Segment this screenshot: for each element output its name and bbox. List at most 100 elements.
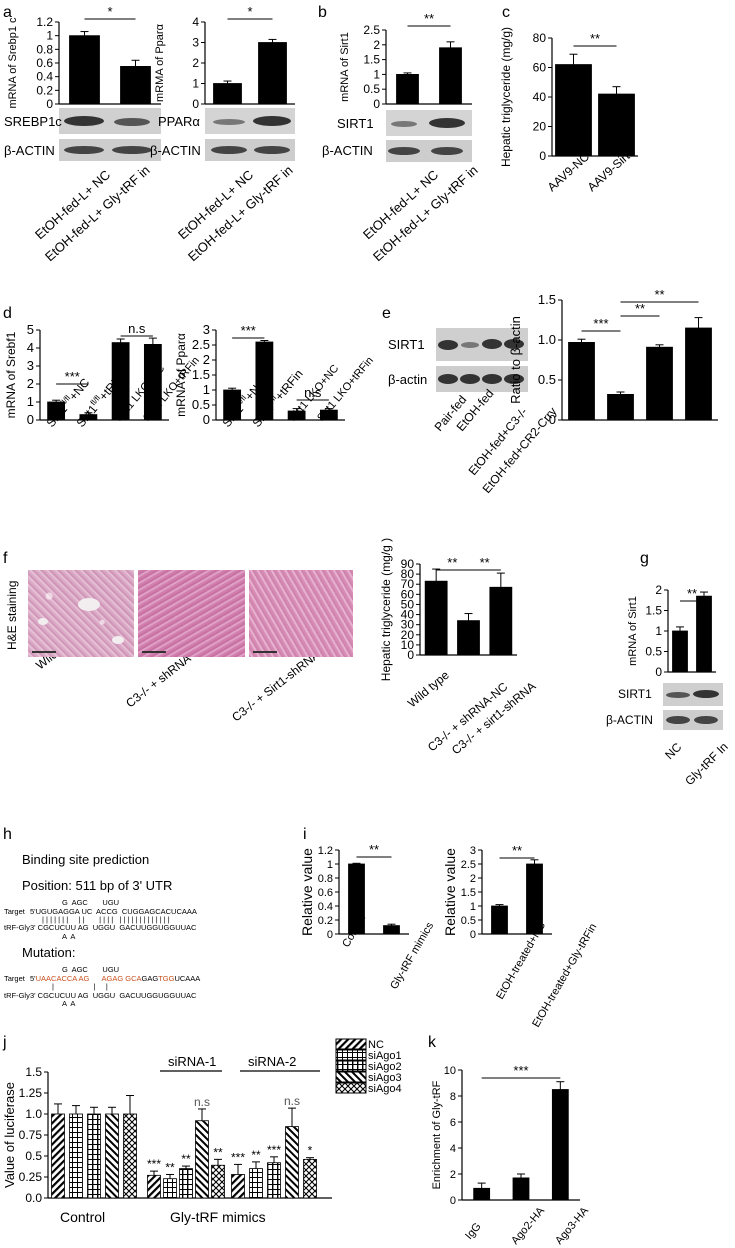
blot-band	[253, 116, 291, 126]
bar	[551, 1089, 569, 1201]
bar	[211, 1164, 225, 1199]
x-label: Ago2-HA	[509, 1205, 547, 1247]
trf-seq: 3' CGCUCUU AG UGGU GACUUGGUGGUUAC	[30, 991, 197, 1000]
y-tick-label: 1	[373, 67, 380, 81]
y-tick-label: 0.0	[25, 1191, 42, 1205]
bar	[555, 64, 592, 157]
y-tick-label: 1	[192, 77, 199, 91]
y-tick-label: 1	[46, 29, 53, 43]
y-tick-label: 2	[27, 376, 34, 391]
bar	[195, 1120, 209, 1199]
blot-band	[504, 374, 524, 384]
bar	[47, 401, 66, 421]
y-tick-label: 0	[539, 149, 546, 163]
bar	[598, 93, 635, 157]
y-tick-label: 40	[533, 90, 547, 104]
blot-band	[431, 147, 463, 155]
significance-label: **	[213, 1145, 223, 1159]
y-tick-label: 1	[27, 394, 34, 409]
y-axis-label: mRNA of Srebf1	[4, 331, 18, 418]
trf-label: tRF-Gly	[4, 991, 30, 1000]
blot-band	[64, 116, 104, 126]
blot-actin-a1	[59, 139, 161, 161]
x-label: NC	[662, 740, 684, 762]
loop-bottom: A A	[62, 999, 75, 1008]
trf-seq: 3' CGCUCUU AG UGGU GACUUGGUGGUUAC	[30, 923, 197, 932]
blot-band	[482, 339, 502, 349]
x-label: Wild type	[405, 668, 452, 711]
bar	[319, 409, 338, 421]
panel-letter-e: e	[382, 305, 391, 322]
x-label: Gly-tRF In	[682, 740, 731, 789]
bar	[607, 393, 634, 421]
y-tick-label: 1.0	[538, 332, 556, 347]
he-image-shrna-nc	[138, 570, 245, 657]
y-tick-label: 1	[327, 859, 333, 871]
binding-position: Position: 511 bp of 3' UTR	[22, 878, 172, 893]
blot-band	[254, 146, 290, 154]
y-tick-label: 0	[327, 929, 333, 941]
sequence-wild: G AGC UGU Target 5'UGUGAGGA UC ACCG CUGG…	[4, 898, 197, 941]
blot-band	[391, 121, 417, 127]
blot-band	[438, 340, 458, 350]
bar	[213, 83, 242, 105]
y-axis-label: Ratio to β-actin	[508, 316, 523, 404]
bar	[105, 1113, 119, 1199]
bar	[267, 1162, 281, 1199]
significance-label: *	[247, 4, 252, 19]
y-axis-label: Relative value	[299, 848, 315, 936]
y-tick-label: 1.5	[25, 1065, 42, 1079]
group-label-control: Control	[60, 1209, 105, 1225]
legend-swatch	[335, 1082, 367, 1094]
blot-band	[482, 374, 502, 384]
vessel-lumen	[38, 618, 48, 625]
scale-bar	[32, 651, 56, 653]
y-tick-label: 10	[444, 1065, 456, 1077]
y-tick-label: 1.5	[461, 887, 476, 899]
y-tick-label: 1.2	[318, 845, 333, 857]
loop-bottom: A A	[62, 932, 75, 941]
blot-band	[114, 118, 150, 126]
x-label: IgG	[463, 1221, 484, 1242]
y-tick-label: 60	[533, 61, 547, 75]
blot-actin-a2	[205, 139, 295, 161]
y-tick-label: 2	[450, 1169, 456, 1181]
blot-band	[666, 692, 690, 698]
y-tick-label: 1.2	[36, 15, 53, 29]
panel-letter-g: g	[640, 550, 649, 567]
bar	[348, 863, 365, 935]
blot-label-actin: β-ACTIN	[4, 143, 55, 158]
y-tick-label: 0	[192, 97, 199, 111]
blot-label-sirt1: SIRT1	[337, 116, 374, 131]
bar	[123, 1113, 137, 1199]
y-tick-label: 1.25	[19, 1086, 43, 1100]
y-tick-label: 2	[470, 873, 476, 885]
y-tick-label: 0.6	[318, 887, 333, 899]
group-label-sirna2: siRNA-2	[248, 1054, 296, 1069]
y-tick-label: 10	[401, 638, 415, 652]
significance-label: **	[181, 1152, 191, 1166]
significance-label: *	[107, 4, 112, 19]
y-tick-label: 3	[192, 36, 199, 50]
y-tick-label: 0	[27, 412, 34, 427]
y-tick-label: 0.75	[19, 1128, 43, 1142]
significance-label: **	[447, 555, 457, 570]
y-tick-label: 0.4	[36, 70, 53, 84]
bar	[439, 47, 462, 105]
bar	[223, 389, 242, 421]
y-tick-label: 6	[450, 1117, 456, 1129]
legend-label: siAgo4	[368, 1083, 402, 1095]
y-axis-label: Hepatic triglyceride (mg/g )	[379, 538, 393, 681]
blot-band	[460, 374, 480, 384]
significance-label: **	[512, 843, 522, 858]
target-label: Target	[4, 974, 26, 983]
he-image-sirt1-shrna	[249, 570, 353, 657]
blot-band	[438, 374, 458, 384]
target-label: Target	[4, 907, 26, 916]
bar	[69, 35, 100, 105]
y-tick-label: 4	[192, 15, 199, 29]
bar	[672, 630, 688, 673]
bar	[685, 327, 712, 421]
blot-band	[112, 146, 152, 154]
